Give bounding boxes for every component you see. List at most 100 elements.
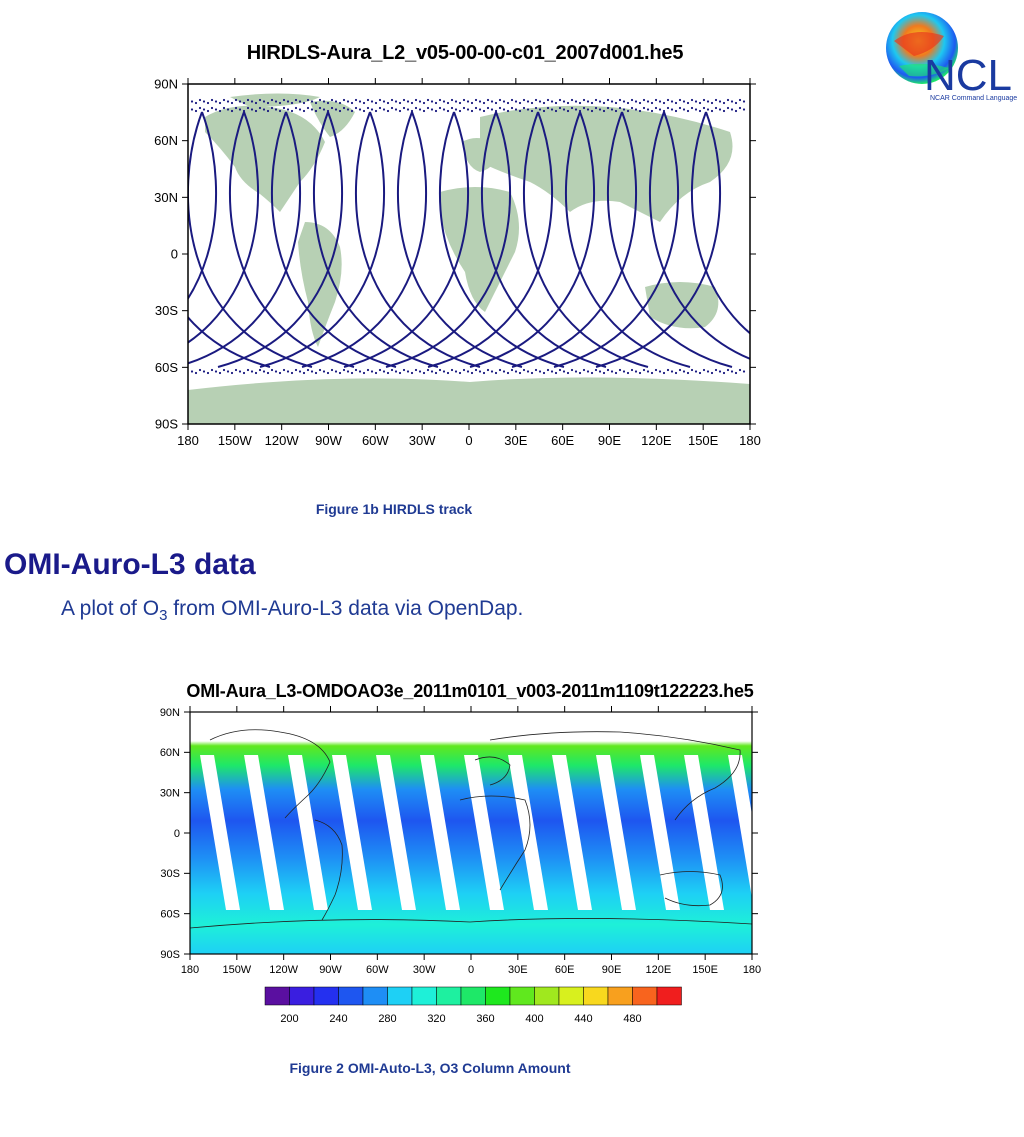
track-dot bbox=[346, 370, 350, 373]
track-dot bbox=[354, 106, 358, 110]
track-dot bbox=[618, 106, 622, 110]
track-dot bbox=[558, 106, 562, 110]
track-dot bbox=[658, 100, 662, 103]
track-dot bbox=[598, 100, 602, 103]
orbit-track bbox=[595, 111, 750, 368]
lat-tick-label: 90N bbox=[154, 77, 178, 92]
track-dot bbox=[354, 98, 358, 102]
desc-prefix: A plot of O bbox=[61, 597, 160, 620]
lon-tick-label: 120W bbox=[265, 433, 300, 448]
swath-gap bbox=[596, 755, 636, 910]
track-dot bbox=[546, 368, 550, 372]
track-dot bbox=[674, 109, 678, 113]
track-dot bbox=[446, 109, 450, 113]
track-dot bbox=[446, 101, 450, 105]
section-title: OMI-Auro-L3 data bbox=[4, 548, 256, 581]
track-dot bbox=[330, 368, 334, 372]
track-dot bbox=[294, 368, 298, 372]
track-dot bbox=[190, 370, 194, 373]
track-dot bbox=[398, 101, 402, 105]
track-dot bbox=[622, 108, 626, 111]
track-dot bbox=[486, 368, 490, 372]
lon-tick-label: 60W bbox=[362, 433, 389, 448]
track-dot bbox=[738, 106, 742, 110]
track-dot bbox=[338, 109, 342, 113]
track-dot bbox=[662, 101, 666, 105]
track-dot bbox=[426, 98, 430, 102]
colorbar-labels: 200 240 280 320 360 400 440 480 bbox=[280, 1013, 641, 1025]
track-dot bbox=[498, 368, 502, 372]
track-dot bbox=[470, 109, 474, 113]
colorbar-label: 440 bbox=[574, 1013, 592, 1025]
track-dot bbox=[270, 368, 274, 372]
track-dot bbox=[206, 101, 210, 105]
track-dot bbox=[286, 108, 290, 111]
track-dot bbox=[210, 368, 214, 372]
track-dot bbox=[734, 109, 738, 113]
track-dot bbox=[670, 100, 674, 103]
track-dot bbox=[534, 368, 538, 372]
track-dot bbox=[298, 100, 302, 103]
track-dot bbox=[718, 100, 722, 103]
track-dot bbox=[330, 98, 334, 102]
orbit-track bbox=[469, 111, 691, 368]
track-dot bbox=[294, 106, 298, 110]
map2-coastlines bbox=[189, 729, 753, 929]
track-dot bbox=[218, 371, 222, 375]
lon-tick-label: 30W bbox=[413, 964, 436, 976]
track-dot bbox=[650, 371, 654, 375]
colorbar-swatch bbox=[583, 986, 609, 1006]
track-dot bbox=[562, 370, 566, 373]
orbit-track bbox=[188, 111, 313, 368]
track-dot bbox=[586, 370, 590, 373]
track-dot bbox=[258, 98, 262, 102]
lon-tick-label: 180 bbox=[177, 433, 199, 448]
map2-lat-axis: 90N 60N 30N 0 30S 60S 90S bbox=[160, 707, 758, 961]
track-dot bbox=[686, 101, 690, 105]
track-dot bbox=[394, 108, 398, 111]
track-dot bbox=[198, 106, 202, 110]
lon-tick-label: 30W bbox=[409, 433, 436, 448]
track-dot bbox=[270, 98, 274, 102]
orbit-track bbox=[301, 111, 523, 368]
track-dot bbox=[310, 370, 314, 373]
track-dot bbox=[526, 370, 530, 373]
map1-lon-axis: 180 150W 120W 90W 60W 30W 0 30E 60E 90E 120E 150E 18… bbox=[177, 78, 761, 448]
track-dot bbox=[550, 370, 554, 373]
lon-tick-label: 60W bbox=[366, 964, 389, 976]
lat-tick-label: 60S bbox=[155, 360, 178, 375]
orbit-track bbox=[385, 111, 607, 368]
track-dot bbox=[470, 101, 474, 105]
track-dot bbox=[562, 108, 566, 111]
track-dot bbox=[578, 109, 582, 113]
track-dot bbox=[310, 108, 314, 111]
track-dot bbox=[474, 98, 478, 102]
track-dot bbox=[530, 371, 534, 375]
track-dot bbox=[226, 370, 230, 373]
track-dot bbox=[446, 371, 450, 375]
track-dot bbox=[466, 100, 470, 103]
orbit-track bbox=[217, 111, 439, 368]
track-dot bbox=[674, 101, 678, 105]
track-dot bbox=[578, 371, 582, 375]
track-dot bbox=[638, 109, 642, 113]
track-dot bbox=[282, 368, 286, 372]
lat-tick-label: 90N bbox=[160, 707, 180, 719]
track-dot bbox=[638, 101, 642, 105]
track-dot bbox=[506, 109, 510, 113]
track-dot bbox=[518, 371, 522, 375]
track-dot bbox=[482, 109, 486, 113]
track-dot bbox=[726, 106, 730, 110]
track-dot bbox=[374, 109, 378, 113]
track-dot bbox=[582, 98, 586, 102]
colorbar-label: 320 bbox=[427, 1013, 445, 1025]
track-dot bbox=[422, 109, 426, 113]
figure1-caption: Figure 1b HIRDLS track bbox=[315, 501, 473, 517]
orbit-track bbox=[553, 111, 750, 368]
track-dot bbox=[722, 101, 726, 105]
track-dot bbox=[630, 98, 634, 102]
colorbar-swatch bbox=[313, 986, 339, 1006]
track-dot bbox=[390, 98, 394, 102]
colorbar-label: 200 bbox=[280, 1013, 298, 1025]
track-dot bbox=[522, 106, 526, 110]
